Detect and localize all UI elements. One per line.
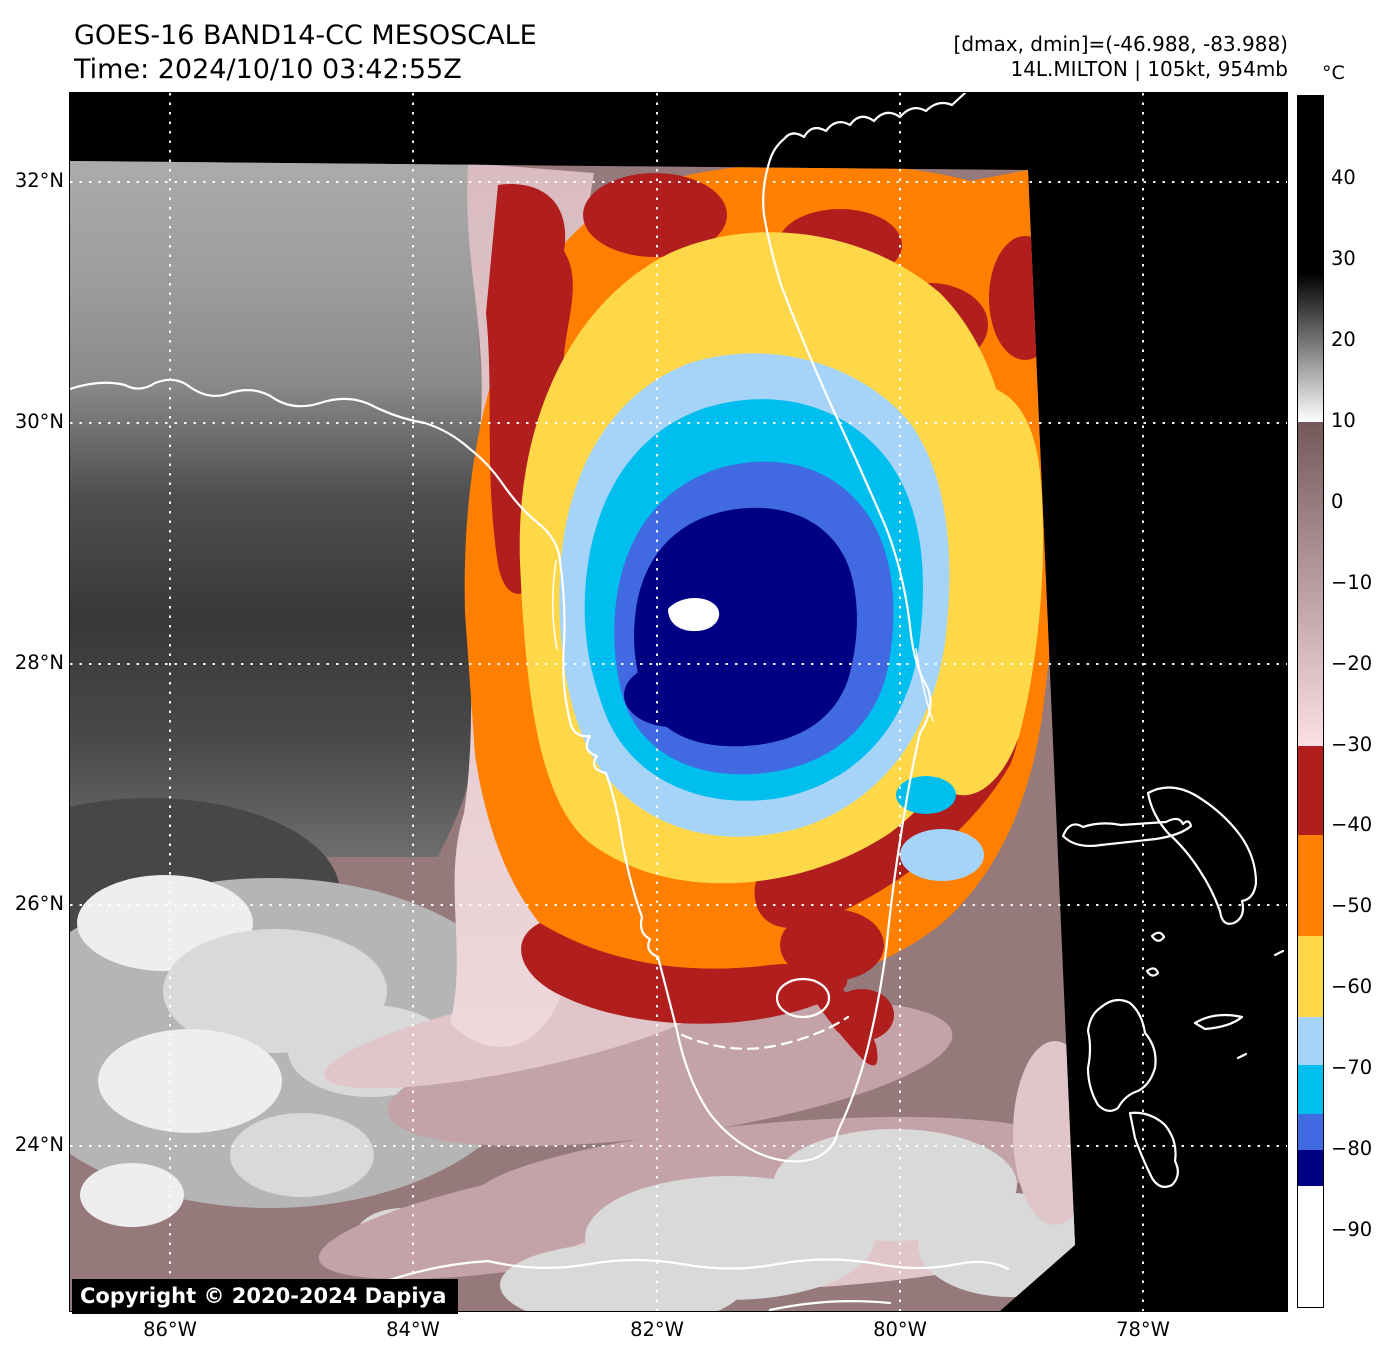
bahama-cay [1150, 931, 1166, 942]
colorbar-tick-label: −90 [1331, 1217, 1373, 1241]
cyan-patch-ne [812, 437, 872, 473]
lake-okeechobee [775, 977, 831, 1019]
colorbar-segment [1298, 96, 1323, 277]
colorbar-tick-label: −40 [1331, 813, 1373, 837]
cumulus-cloud [98, 1029, 282, 1133]
west-coast-barrier-island [552, 560, 558, 650]
colorbar-tick-label: 0 [1331, 489, 1344, 513]
longitude-tick-label: 84°W [386, 1318, 440, 1341]
navy-lobe [732, 689, 808, 741]
temperature-colorbar [1297, 95, 1324, 1308]
colorbar-segment [1298, 1186, 1323, 1307]
cumulus-cloud [230, 1113, 374, 1197]
navy-lobe [624, 663, 720, 727]
andros-island-south [1128, 1111, 1179, 1188]
satellite-map: Copyright © 2020-2024 Dapiya [69, 92, 1288, 1314]
colorbar-segment [1298, 1065, 1323, 1114]
cuba-coastline-south [768, 1300, 892, 1311]
navy-dot [714, 519, 730, 535]
colorbar-tick-label: −20 [1331, 651, 1373, 675]
colorbar-unit-label: °C [1322, 62, 1345, 84]
great-abaco-island [1146, 786, 1258, 925]
longitude-tick-label: 80°W [873, 1318, 927, 1341]
figure-title: GOES-16 BAND14-CC MESOSCALE [74, 20, 537, 51]
colorbar-segment [1298, 834, 1323, 936]
bahama-islet [1236, 1052, 1248, 1060]
berry-islands-cay [1193, 1013, 1244, 1031]
latitude-tick-label: 30°N [14, 410, 64, 433]
gulf-and-florida-coastline [70, 93, 967, 1163]
latitude-tick-label: 28°N [14, 651, 64, 674]
copyright-badge: Copyright © 2020-2024 Dapiya [72, 1279, 459, 1314]
colorbar-tick-label: −60 [1331, 975, 1373, 999]
colorbar-tick-label: 20 [1331, 328, 1356, 352]
latitude-tick-label: 24°N [14, 1133, 64, 1156]
figure-timestamp: Time: 2024/10/10 03:42:55Z [74, 54, 462, 85]
longitude-tick-label: 82°W [630, 1318, 684, 1341]
longitude-tick-label: 86°W [143, 1318, 197, 1341]
satellite-imagery [70, 93, 1287, 1311]
colorbar-segment [1298, 745, 1323, 835]
florida-keys [680, 1015, 850, 1050]
graticule [70, 93, 1287, 1311]
colorbar-segment [1298, 422, 1323, 746]
grand-bahama-island [1061, 817, 1193, 848]
colorbar-tick-labels: 40 30 20 10 0 −10 −20 −30 −40 −50 −60 −70 −80 −90 [1331, 95, 1390, 1306]
cold-patch-firebrick [780, 909, 884, 981]
colorbar-segment [1298, 1150, 1323, 1187]
dmax-dmin-readout: [dmax, dmin]=(-46.988, -83.988) [953, 32, 1288, 56]
colorbar-tick-label: −80 [1331, 1137, 1373, 1161]
colorbar-tick-label: −50 [1331, 894, 1373, 918]
cyan-patch-se [896, 776, 956, 814]
colorbar-segment [1298, 935, 1323, 1017]
latitude-tick-label: 32°N [14, 169, 64, 192]
yellow-lobe-east [914, 384, 1044, 796]
cumulus-cloud [80, 1163, 184, 1227]
coastlines [70, 93, 1285, 1311]
cape-canaveral-lagoon [915, 648, 934, 722]
longitude-tick-label: 78°W [1116, 1318, 1170, 1341]
colorbar-tick-label: 40 [1331, 166, 1356, 190]
storm-annotation: [dmax, dmin]=(-46.988, -83.988) 14L.MILT… [954, 32, 1288, 82]
cold-patch-firebrick [583, 173, 727, 257]
colorbar-tick-label: −30 [1331, 732, 1373, 756]
colorbar-segment [1298, 1113, 1323, 1151]
low-cloud-patch [1013, 1041, 1075, 1225]
colorbar-segment [1298, 1016, 1323, 1066]
colorbar-tick-label: −10 [1331, 570, 1373, 594]
gulf-gray-cloud-field [70, 161, 489, 857]
colorbar-tick-label: 30 [1331, 247, 1356, 271]
colorbar-tick-label: −70 [1331, 1056, 1373, 1080]
lightblue-patch-se [900, 829, 984, 881]
spiral-band-firebrick-south [521, 923, 848, 1024]
colorbar-tick-label: 10 [1331, 409, 1356, 432]
cuba-coastline [363, 1258, 1010, 1291]
eleuthera-islet [1273, 949, 1285, 957]
hurricane-eye [668, 597, 720, 632]
colorbar-segment [1298, 276, 1323, 422]
cirrus-streak [387, 999, 953, 1147]
storm-intensity-readout: 14L.MILTON | 105kt, 954mb [1010, 57, 1288, 81]
bahama-cay [1145, 967, 1160, 977]
swath-imagery [70, 161, 1075, 1311]
andros-island [1086, 998, 1157, 1112]
latitude-tick-label: 26°N [14, 892, 64, 915]
